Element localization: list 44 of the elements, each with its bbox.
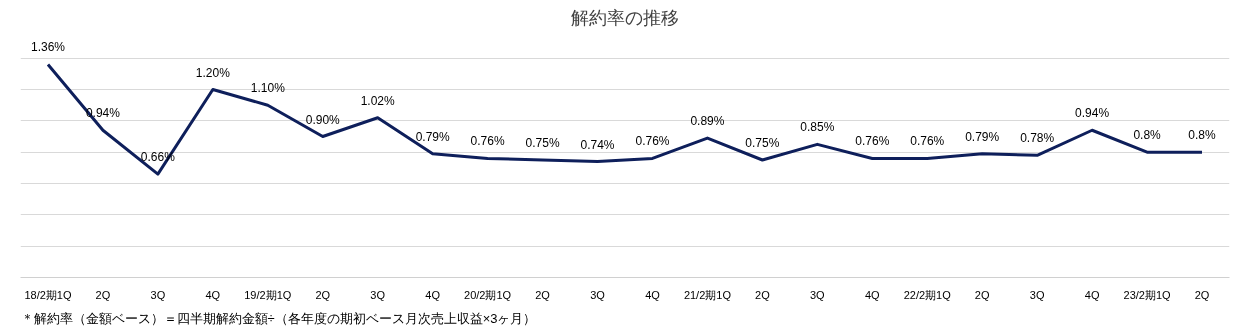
data-label: 1.10% [250, 81, 286, 96]
x-tick-label: 2Q [974, 288, 990, 301]
x-tick-label: 18/2期1Q [24, 288, 72, 301]
data-label: 0.8% [1188, 128, 1217, 143]
x-tick-label: 4Q [1084, 288, 1100, 301]
x-tick-label: 19/2期1Q [244, 288, 292, 301]
x-tick-label: 21/2期1Q [683, 288, 732, 301]
data-label: 1.36% [30, 40, 66, 55]
x-tick-label: 4Q [864, 288, 881, 301]
chart-title: 解約率の推移 [571, 7, 679, 28]
data-label: 0.75% [745, 136, 780, 151]
text: ＊解約率（金額ベース）＝四半期解約金額÷（各年度の期初ベース月次売上収益×3ヶ月） [20, 310, 537, 326]
x-tick-label: 20/2期1Q [464, 288, 512, 301]
x-tick-label: 4Q [425, 288, 441, 301]
data-label: 1.02% [360, 93, 396, 108]
x-tick-label: 3Q [370, 288, 386, 301]
data-label: 0.74% [580, 137, 615, 152]
data-label: 0.8% [1133, 128, 1162, 143]
data-label: 0.79% [965, 129, 1000, 144]
x-tick-label: 3Q [1029, 288, 1045, 301]
x-tick-label: 3Q [590, 288, 606, 301]
data-label: 0.76% [910, 134, 945, 149]
data-label: 0.79% [415, 129, 450, 144]
x-tick-label: 4Q [205, 288, 221, 301]
data-label: 0.94% [1075, 106, 1110, 121]
x-tick-label: 2Q [315, 288, 331, 301]
data-label: 0.76% [470, 134, 505, 149]
x-tick-label: 3Q [810, 288, 826, 301]
data-label: 0.76% [635, 134, 670, 149]
x-tick-label: 4Q [645, 288, 661, 301]
data-label: 0.78% [1020, 131, 1055, 146]
x-tick-label: 2Q [535, 288, 551, 301]
data-label: 1.20% [195, 65, 231, 80]
data-label: 0.76% [855, 134, 890, 149]
x-tick-label: 3Q [150, 288, 166, 301]
data-label: 0.89% [690, 114, 725, 129]
x-tick-label: 2Q [1194, 288, 1210, 301]
data-label: 0.85% [800, 120, 835, 135]
x-tick-label: 2Q [755, 288, 771, 301]
x-tick-label: 22/2期1Q [903, 288, 952, 301]
data-label: 0.75% [525, 136, 560, 151]
x-tick-label: 2Q [95, 288, 111, 301]
data-label: 0.90% [305, 112, 341, 127]
x-tick-label: 23/2期1Q [1123, 288, 1172, 301]
